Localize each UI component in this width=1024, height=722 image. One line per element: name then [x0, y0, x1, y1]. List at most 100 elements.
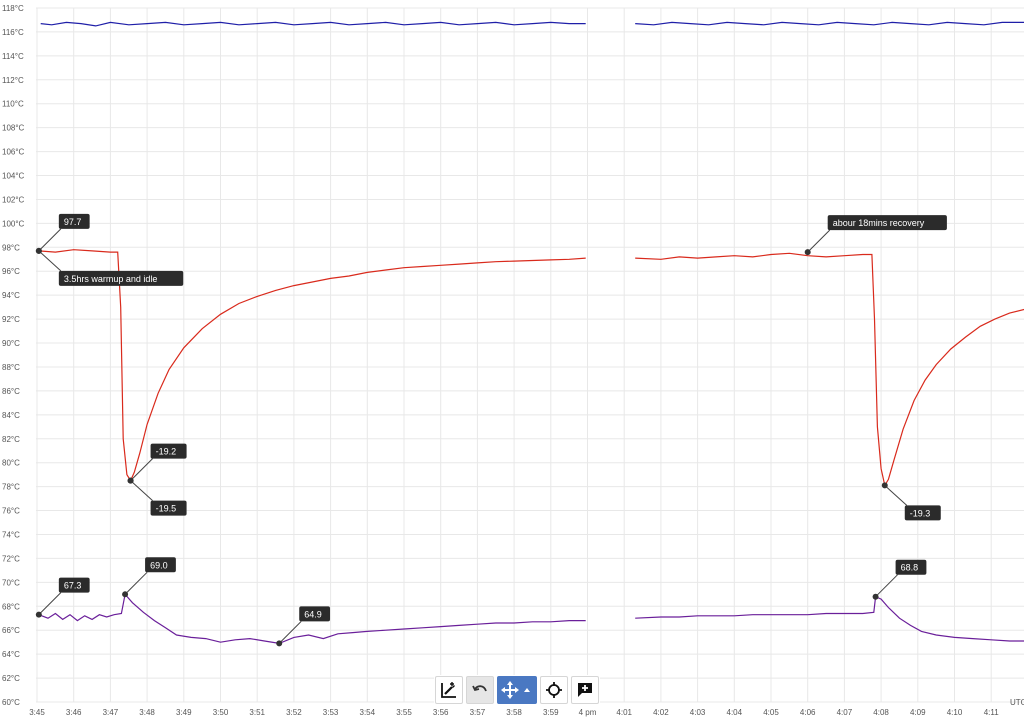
undo-icon — [472, 685, 487, 692]
x-tick-label: 3:51 — [249, 708, 265, 717]
y-tick-label: 92°C — [2, 315, 20, 324]
y-tick-label: 106°C — [2, 148, 25, 157]
annotation-box — [58, 270, 184, 286]
annotation-marker — [276, 640, 283, 647]
chevron-up-icon — [524, 688, 530, 692]
x-tick-label: 4:10 — [947, 708, 963, 717]
annotation-connector — [875, 574, 898, 598]
timezone-label: UTC — [1010, 698, 1024, 707]
annotation-connector — [124, 571, 148, 595]
annotation-label: 67.3 — [64, 581, 82, 591]
x-tick-label: 3:59 — [543, 708, 559, 717]
annotation-connector — [38, 228, 62, 252]
annotation-connector — [130, 458, 153, 481]
y-tick-label: 112°C — [2, 76, 24, 85]
x-tick-label: 4:04 — [727, 708, 743, 717]
x-tick-label: 3:57 — [470, 708, 486, 717]
annotation-label: 68.8 — [901, 563, 919, 573]
x-tick-label: 3:46 — [66, 708, 82, 717]
annotation-box — [58, 577, 90, 593]
annotation-marker — [127, 477, 134, 484]
annotation-label: 97.7 — [64, 217, 82, 227]
series-line — [635, 252, 1024, 487]
y-tick-label: 62°C — [2, 674, 20, 683]
x-tick-label: 4:01 — [616, 708, 632, 717]
x-tick-label: 3:55 — [396, 708, 412, 717]
y-tick-label: 88°C — [2, 363, 20, 372]
annotation-label: 69.0 — [150, 560, 168, 570]
annotation-marker — [872, 593, 879, 600]
y-tick-label: 104°C — [2, 172, 25, 181]
annotation-box — [299, 606, 331, 622]
undo-button[interactable] — [466, 676, 494, 704]
annotation-connector — [38, 250, 62, 272]
y-tick-label: 94°C — [2, 291, 20, 300]
x-tick-label: 4:08 — [873, 708, 889, 717]
y-tick-label: 74°C — [2, 530, 20, 539]
x-tick-label: 4:02 — [653, 708, 669, 717]
x-tick-label: 4:07 — [837, 708, 853, 717]
y-tick-label: 98°C — [2, 243, 20, 252]
pan-mode-button[interactable] — [497, 676, 537, 704]
annotation-label: -19.3 — [910, 508, 931, 518]
y-tick-label: 64°C — [2, 650, 20, 659]
annotation-connector — [884, 485, 908, 506]
chart-edit-icon — [441, 682, 456, 698]
y-tick-label: 72°C — [2, 554, 20, 563]
annotation-marker — [35, 611, 42, 618]
annotation-label: 64.9 — [304, 609, 322, 619]
x-tick-label: 3:49 — [176, 708, 192, 717]
x-tick-label: 3:48 — [139, 708, 155, 717]
y-tick-label: 60°C — [2, 698, 20, 707]
y-tick-label: 108°C — [2, 124, 25, 133]
series-line — [38, 592, 586, 645]
series-line — [635, 595, 1024, 642]
add-comment-button[interactable] — [571, 676, 599, 704]
annotation-box — [58, 213, 90, 229]
annotation-connector — [807, 229, 831, 253]
x-tick-label: 4:11 — [984, 708, 1000, 717]
y-tick-label: 80°C — [2, 459, 20, 468]
crosshair-icon — [546, 682, 562, 698]
annotation-connector — [278, 621, 302, 644]
y-tick-label: 66°C — [2, 626, 20, 635]
annotation-label: -19.2 — [156, 447, 177, 457]
y-tick-label: 84°C — [2, 411, 20, 420]
annotation-marker — [122, 591, 129, 598]
y-tick-label: 68°C — [2, 602, 20, 611]
annotation-label: 3.5hrs warmup and idle — [64, 274, 158, 284]
annotation-label: abour 18mins recovery — [833, 218, 925, 228]
annotation-connector — [38, 592, 62, 616]
y-tick-label: 96°C — [2, 267, 20, 276]
annotation-marker — [804, 249, 811, 256]
y-tick-label: 114°C — [2, 52, 24, 61]
annotation-box — [145, 557, 176, 573]
annotation-box — [150, 443, 187, 459]
series-line — [38, 249, 586, 482]
y-tick-label: 110°C — [2, 100, 24, 109]
x-tick-label: 3:58 — [506, 708, 522, 717]
x-tick-label: 4:03 — [690, 708, 706, 717]
y-tick-label: 78°C — [2, 483, 20, 492]
y-tick-label: 100°C — [2, 219, 25, 228]
x-tick-label: 3:52 — [286, 708, 302, 717]
pan-move-icon — [501, 681, 530, 699]
annotation-label: -19.5 — [156, 504, 177, 514]
x-tick-label: 4:05 — [763, 708, 779, 717]
draw-annotation-button[interactable] — [435, 676, 463, 704]
series-line — [40, 21, 586, 27]
y-tick-label: 76°C — [2, 507, 20, 516]
crosshair-button[interactable] — [540, 676, 568, 704]
y-tick-label: 90°C — [2, 339, 20, 348]
annotation-box — [150, 500, 187, 516]
y-tick-label: 116°C — [2, 28, 24, 37]
annotation-box — [895, 559, 927, 575]
x-tick-label: 4:09 — [910, 708, 926, 717]
annotation-connector — [130, 480, 153, 502]
y-tick-label: 86°C — [2, 387, 20, 396]
x-tick-label: 4 pm — [579, 708, 597, 717]
x-tick-label: 4:06 — [800, 708, 816, 717]
add-comment-icon — [578, 683, 592, 697]
chart-toolbar — [434, 675, 600, 705]
